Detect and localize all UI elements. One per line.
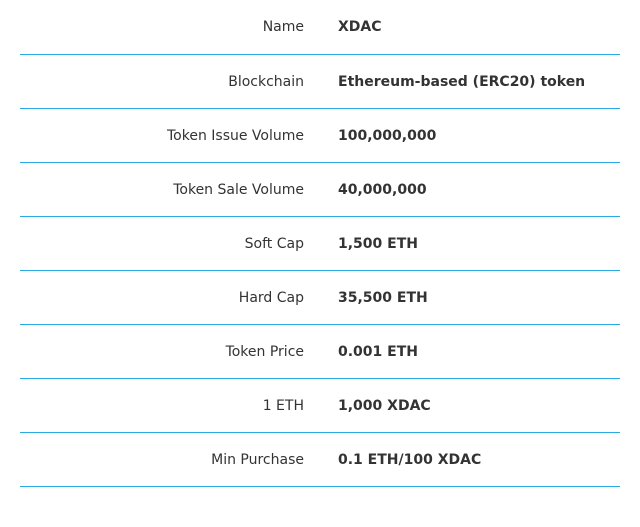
row-value: 35,500 ETH (338, 289, 428, 306)
row-value: 0.1 ETH/100 XDAC (338, 451, 482, 468)
row-value: XDAC (338, 19, 382, 35)
row-value: 0.001 ETH (338, 343, 418, 360)
row-label: Hard Cap (238, 289, 304, 306)
table-row-hard-cap: Hard Cap 35,500 ETH (20, 271, 620, 325)
row-label: Blockchain (228, 73, 304, 90)
table-row-token-issue-volume: Token Issue Volume 100,000,000 (20, 109, 620, 163)
table-row-min-purchase: Min Purchase 0.1 ETH/100 XDAC (20, 433, 620, 487)
row-label: Token Price (225, 343, 304, 360)
table-row-eth-rate: 1 ETH 1,000 XDAC (20, 379, 620, 433)
table-row-soft-cap: Soft Cap 1,500 ETH (20, 217, 620, 271)
row-label: Min Purchase (211, 451, 304, 468)
row-value: 1,500 ETH (338, 235, 418, 252)
table-row-name: Name XDAC (20, 0, 620, 55)
row-value: 100,000,000 (338, 127, 437, 144)
row-label: 1 ETH (262, 397, 304, 414)
token-details-table: Name XDAC Blockchain Ethereum-based (ERC… (20, 0, 620, 487)
row-label: Token Issue Volume (166, 127, 304, 144)
row-label: Name (262, 19, 304, 35)
table-row-token-price: Token Price 0.001 ETH (20, 325, 620, 379)
row-value: Ethereum-based (ERC20) token (338, 73, 586, 90)
table-row-blockchain: Blockchain Ethereum-based (ERC20) token (20, 55, 620, 109)
row-value: 40,000,000 (338, 181, 427, 198)
row-value: 1,000 XDAC (338, 397, 431, 414)
row-label: Soft Cap (244, 235, 304, 252)
row-label: Token Sale Volume (173, 181, 304, 198)
table-row-token-sale-volume: Token Sale Volume 40,000,000 (20, 163, 620, 217)
